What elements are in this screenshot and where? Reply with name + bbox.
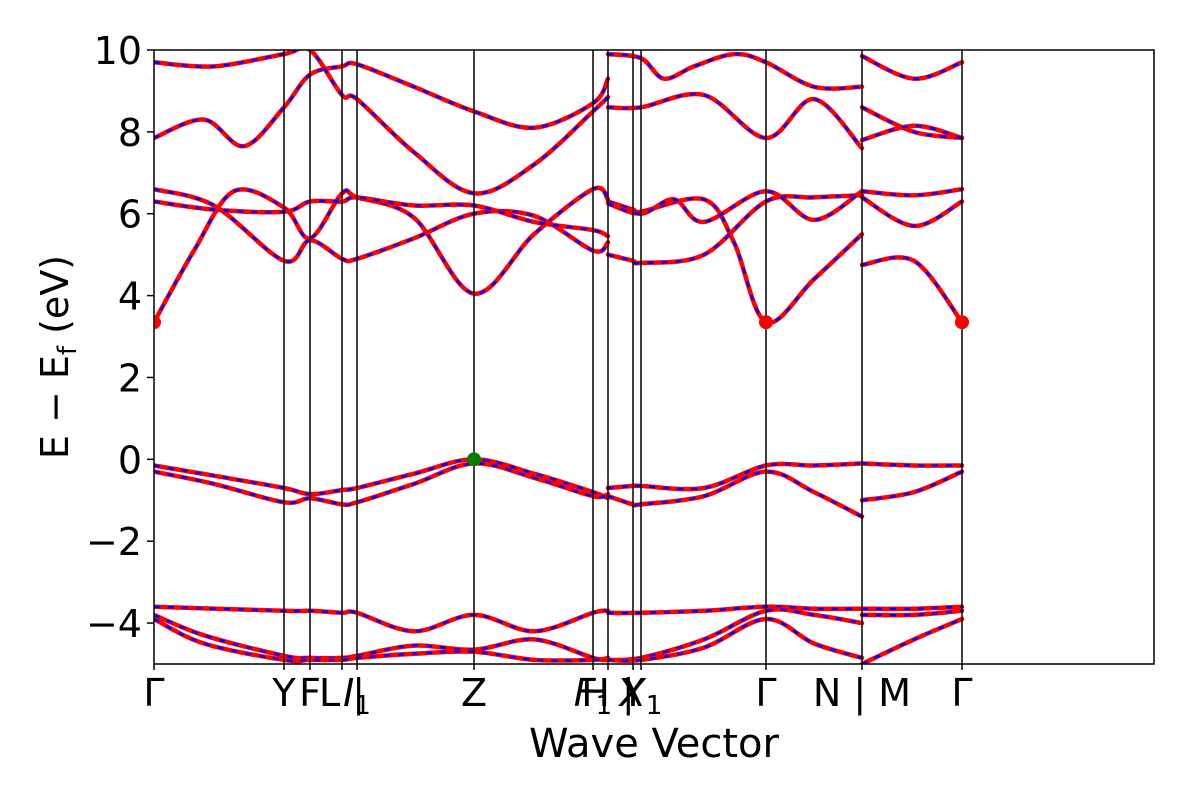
band-line-overlay-2 [607,462,863,491]
x-tick-label-5: I1 [343,671,371,721]
x-tick-label-10: Y [620,671,645,715]
band-line-26 [605,91,865,151]
band-line-25 [154,50,611,196]
x-tick-label-12: Γ [755,671,776,715]
x-tick-text: F [299,671,321,715]
band-line-overlay-13 [861,609,963,617]
band-line-6 [154,604,611,634]
band-line-overlay-30 [861,54,963,80]
y-axis-label-main: E − E [33,355,77,459]
band-line-overlay-11 [607,617,863,663]
x-tick-text: M [866,671,911,715]
x-tick-label-16: Γ [951,671,972,715]
band-line-overlay-1 [154,462,609,507]
x-tick-label-6: Z [461,671,487,715]
x-tick-text: Γ [755,671,776,715]
y-tick-label-4: 4 [118,275,142,319]
x-tick-text: I [343,671,354,715]
x-tick-text: Z [461,671,487,715]
band-line-overlay-28 [861,106,963,140]
band-edge-marker-3 [467,452,481,467]
x-tick-subscript: 1 [354,691,371,721]
x-axis-label: Wave Vector [529,721,780,767]
x-tick-text: N [813,671,841,715]
x-tick-text: Γ [951,671,972,715]
band-edge-marker-2 [955,315,969,330]
band-line-overlay-21 [861,256,963,323]
band-line-overlay-3 [607,470,863,518]
band-edge-markers [154,315,969,467]
band-line-overlay-14 [861,617,963,664]
y-tick-label-1: −2 [86,520,142,564]
band-line-overlay-0 [154,458,609,500]
y-axis-label: E − Ef (eV) [33,255,83,459]
band-line-21 [859,255,965,325]
x-tick-label-3: L | [319,671,365,716]
band-edge-marker-0 [154,315,161,330]
band-line-overlay-23 [861,196,963,228]
band-line-overlay-10 [607,608,863,662]
band-lines [154,50,965,664]
band-line-overlay-12 [861,605,963,611]
y-tick-label-0: −4 [86,602,142,646]
y-axis-ticks: −4 −2 0 2 4 6 8 10 [86,29,154,646]
band-line-overlay-15 [154,186,610,323]
x-tick-text: Y [271,671,296,715]
band-line-overlay-4 [861,462,963,467]
y-tick-label-2: 0 [118,438,142,482]
y-tick-label-5: 6 [118,193,142,237]
band-line-27 [605,51,865,91]
x-tick-label-13: N | M [813,671,911,716]
x-tick-text: X [618,671,647,715]
plot-frame [153,49,1155,665]
y-axis-label-unit: (eV) [33,255,77,346]
band-line-23 [859,195,965,229]
band-line-5 [859,469,965,503]
x-tick-subscript: 1 [646,691,663,721]
x-tick-text: L [319,671,340,715]
band-line-overlay-22 [861,187,963,197]
band-line-overlay-18 [607,197,863,325]
x-tick-label-8: H | [581,671,634,716]
kpoint-divider-lines [283,50,963,664]
x-tick-label-1: Y [271,671,296,715]
x-tick-text: | [841,671,866,716]
x-tick-label-7: F1 [574,671,612,721]
x-tick-text: Y [620,671,645,715]
y-axis-label-sub: f [53,345,83,355]
band-line-24 [154,60,611,149]
y-tick-label-6: 8 [118,111,142,155]
x-tick-label-0: Γ [143,671,164,715]
band-line-29 [859,123,965,143]
band-line-overlay-24 [154,61,610,148]
x-tick-text: F [574,671,597,715]
x-tick-text: | [610,671,635,716]
band-line-overlay-9 [607,605,863,615]
band-line-30 [859,53,965,81]
y-tick-label-3: 2 [118,356,142,400]
x-tick-subscript: 1 [596,691,613,721]
band-line-overlay-19 [607,194,863,265]
x-tick-label-11: X1 [618,671,663,721]
x-tick-text: | [340,671,365,716]
band-line-overlay-25 [154,50,609,195]
x-tick-text: H [581,671,610,715]
band-line-overlay-5 [861,470,963,502]
x-tick-label-2: F [299,671,321,715]
band-edge-marker-1 [759,315,773,330]
y-tick-label-7: 10 [94,29,142,73]
x-tick-text: Γ [143,671,164,715]
